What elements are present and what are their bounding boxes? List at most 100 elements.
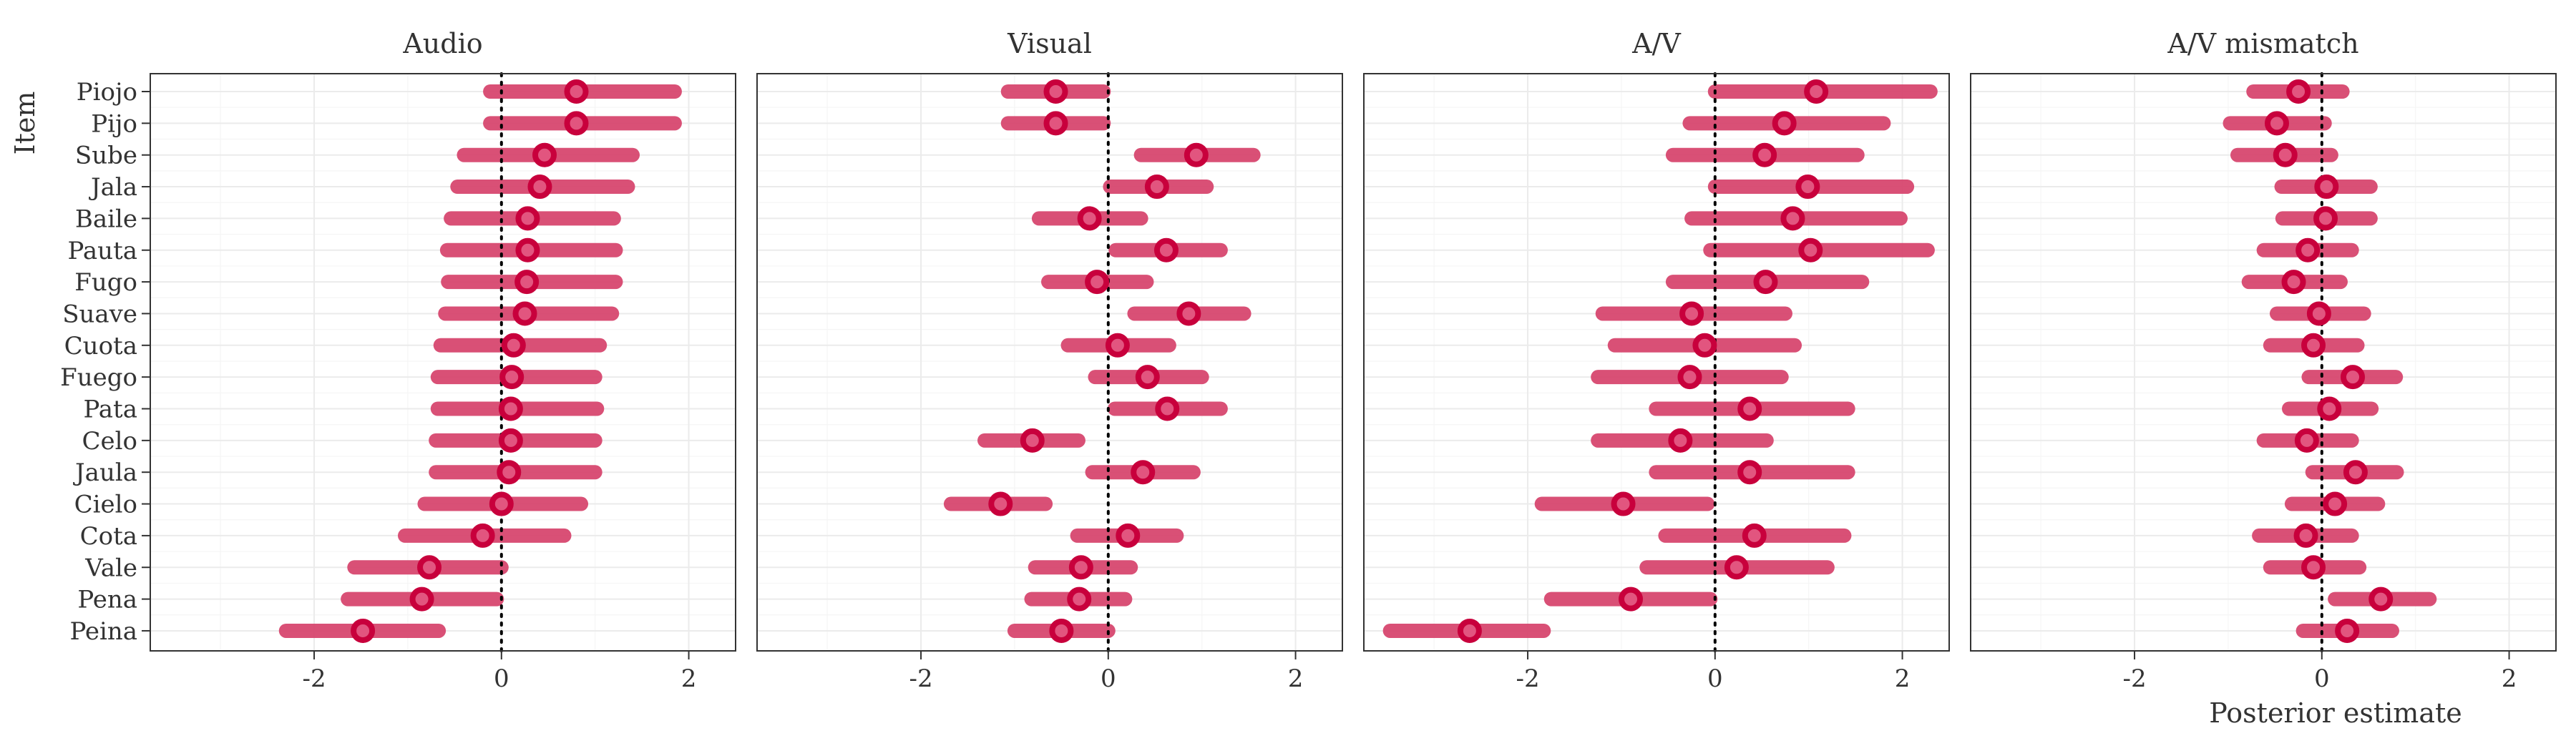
point-audio-pena bbox=[409, 586, 434, 612]
x-axis-title: Posterior estimate bbox=[2209, 697, 2462, 729]
point-a-v-jala bbox=[1795, 175, 1820, 200]
point-a-v-cota bbox=[1742, 523, 1767, 548]
point-audio-fugo bbox=[514, 270, 540, 295]
point-visual-celo bbox=[1020, 428, 1045, 453]
panel-visual: Visual -2 0 2 bbox=[756, 28, 1343, 693]
item-label-baile: Baile bbox=[75, 205, 137, 233]
point-visual-pena bbox=[1067, 586, 1092, 612]
item-label-pena: Pena bbox=[77, 586, 137, 614]
point-a-v-piojo bbox=[1804, 79, 1829, 104]
x-tick-label: 0 bbox=[1101, 664, 1116, 693]
point-a-v-mismatch-pena bbox=[2368, 586, 2394, 612]
panel-title-a-v: A/V bbox=[1631, 28, 1681, 59]
point-a-v-fugo bbox=[1753, 270, 1778, 295]
panel-background bbox=[757, 74, 1342, 651]
point-a-v-jaula bbox=[1737, 460, 1762, 485]
point-visual-jaula bbox=[1131, 460, 1156, 485]
point-visual-baile bbox=[1077, 206, 1102, 231]
point-visual-cielo bbox=[988, 491, 1013, 516]
panel-background bbox=[150, 74, 736, 651]
point-a-v-mismatch-jaula bbox=[2343, 460, 2368, 485]
item-label-pauta: Pauta bbox=[68, 237, 137, 265]
panel-background bbox=[1364, 74, 1949, 651]
point-visual-cuota bbox=[1105, 333, 1130, 358]
x-tick-label: -2 bbox=[909, 664, 932, 693]
point-a-v-pijo bbox=[1772, 111, 1797, 136]
item-label-celo: Celo bbox=[82, 427, 137, 456]
point-audio-celo bbox=[498, 428, 523, 453]
point-a-v-mismatch-pauta bbox=[2296, 237, 2321, 262]
point-visual-pata bbox=[1155, 396, 1180, 421]
x-tick-label: 2 bbox=[681, 664, 697, 693]
point-a-v-cuota bbox=[1692, 333, 1717, 358]
point-a-v-mismatch-cielo bbox=[2323, 491, 2348, 516]
point-a-v-mismatch-peina bbox=[2335, 618, 2360, 643]
point-a-v-peina bbox=[1457, 618, 1482, 643]
point-audio-cielo bbox=[489, 491, 514, 516]
point-audio-fuego bbox=[499, 365, 525, 390]
panel-border bbox=[756, 73, 1343, 652]
point-a-v-mismatch-jala bbox=[2314, 175, 2339, 200]
point-visual-fuego bbox=[1135, 365, 1160, 390]
point-audio-baile bbox=[515, 206, 540, 231]
x-tick-label: 2 bbox=[1895, 664, 1911, 693]
point-a-v-mismatch-cuota bbox=[2301, 333, 2326, 358]
point-a-v-vale bbox=[1724, 555, 1749, 580]
x-tick-label: -2 bbox=[2122, 664, 2146, 693]
x-tick-label: -2 bbox=[302, 664, 326, 693]
point-visual-vale bbox=[1068, 555, 1093, 580]
point-audio-jala bbox=[527, 175, 552, 200]
item-label-piojo: Piojo bbox=[77, 78, 137, 107]
point-visual-piojo bbox=[1043, 79, 1068, 104]
point-visual-pauta bbox=[1153, 237, 1179, 262]
panel-title-visual: Visual bbox=[1007, 28, 1092, 59]
point-visual-jala bbox=[1144, 175, 1169, 200]
item-label-pata: Pata bbox=[83, 396, 137, 424]
panel-title-a-v-mismatch: A/V mismatch bbox=[2167, 28, 2358, 59]
point-a-v-celo bbox=[1668, 428, 1693, 453]
item-label-sube: Sube bbox=[75, 142, 137, 170]
point-a-v-mismatch-sube bbox=[2273, 142, 2298, 167]
x-tick-label: -2 bbox=[1516, 664, 1539, 693]
point-audio-pijo bbox=[564, 111, 589, 136]
x-tick-label: 0 bbox=[2314, 664, 2330, 693]
item-label-jaula: Jaula bbox=[73, 458, 137, 487]
point-a-v-suave bbox=[1679, 301, 1704, 326]
item-label-suave: Suave bbox=[62, 300, 137, 328]
point-a-v-mismatch-cota bbox=[2293, 523, 2318, 548]
item-label-cuota: Cuota bbox=[64, 332, 137, 360]
point-visual-peina bbox=[1049, 618, 1074, 643]
point-audio-jaula bbox=[497, 460, 522, 485]
item-label-vale: Vale bbox=[84, 554, 137, 582]
item-label-jala: Jala bbox=[89, 173, 137, 202]
point-audio-vale bbox=[417, 555, 442, 580]
point-audio-suave bbox=[512, 301, 537, 326]
item-label-fugo: Fugo bbox=[74, 268, 137, 297]
item-label-cielo: Cielo bbox=[74, 491, 137, 519]
panel-border bbox=[150, 73, 736, 652]
point-audio-pauta bbox=[515, 237, 540, 262]
point-audio-cuota bbox=[501, 333, 526, 358]
point-audio-pata bbox=[498, 396, 523, 421]
item-label-cota: Cota bbox=[80, 522, 137, 551]
point-a-v-pauta bbox=[1798, 237, 1823, 262]
point-a-v-fuego bbox=[1677, 365, 1702, 390]
x-tick-label: 0 bbox=[1707, 664, 1723, 693]
panel-background bbox=[1971, 74, 2556, 651]
point-audio-piojo bbox=[564, 79, 589, 104]
point-a-v-mismatch-vale bbox=[2301, 555, 2326, 580]
point-a-v-cielo bbox=[1611, 491, 1636, 516]
point-visual-sube bbox=[1184, 142, 1209, 167]
point-a-v-mismatch-pijo bbox=[2264, 111, 2289, 136]
point-a-v-pata bbox=[1737, 396, 1762, 421]
point-a-v-baile bbox=[1780, 206, 1805, 231]
panel-audio: Audio -2 0 2 bbox=[150, 28, 736, 693]
x-tick-label: 2 bbox=[1288, 664, 1304, 693]
point-visual-pijo bbox=[1043, 111, 1068, 136]
point-a-v-sube bbox=[1752, 142, 1777, 167]
point-a-v-pena bbox=[1619, 586, 1644, 612]
point-visual-fugo bbox=[1085, 270, 1110, 295]
panel-border bbox=[1970, 73, 2557, 652]
